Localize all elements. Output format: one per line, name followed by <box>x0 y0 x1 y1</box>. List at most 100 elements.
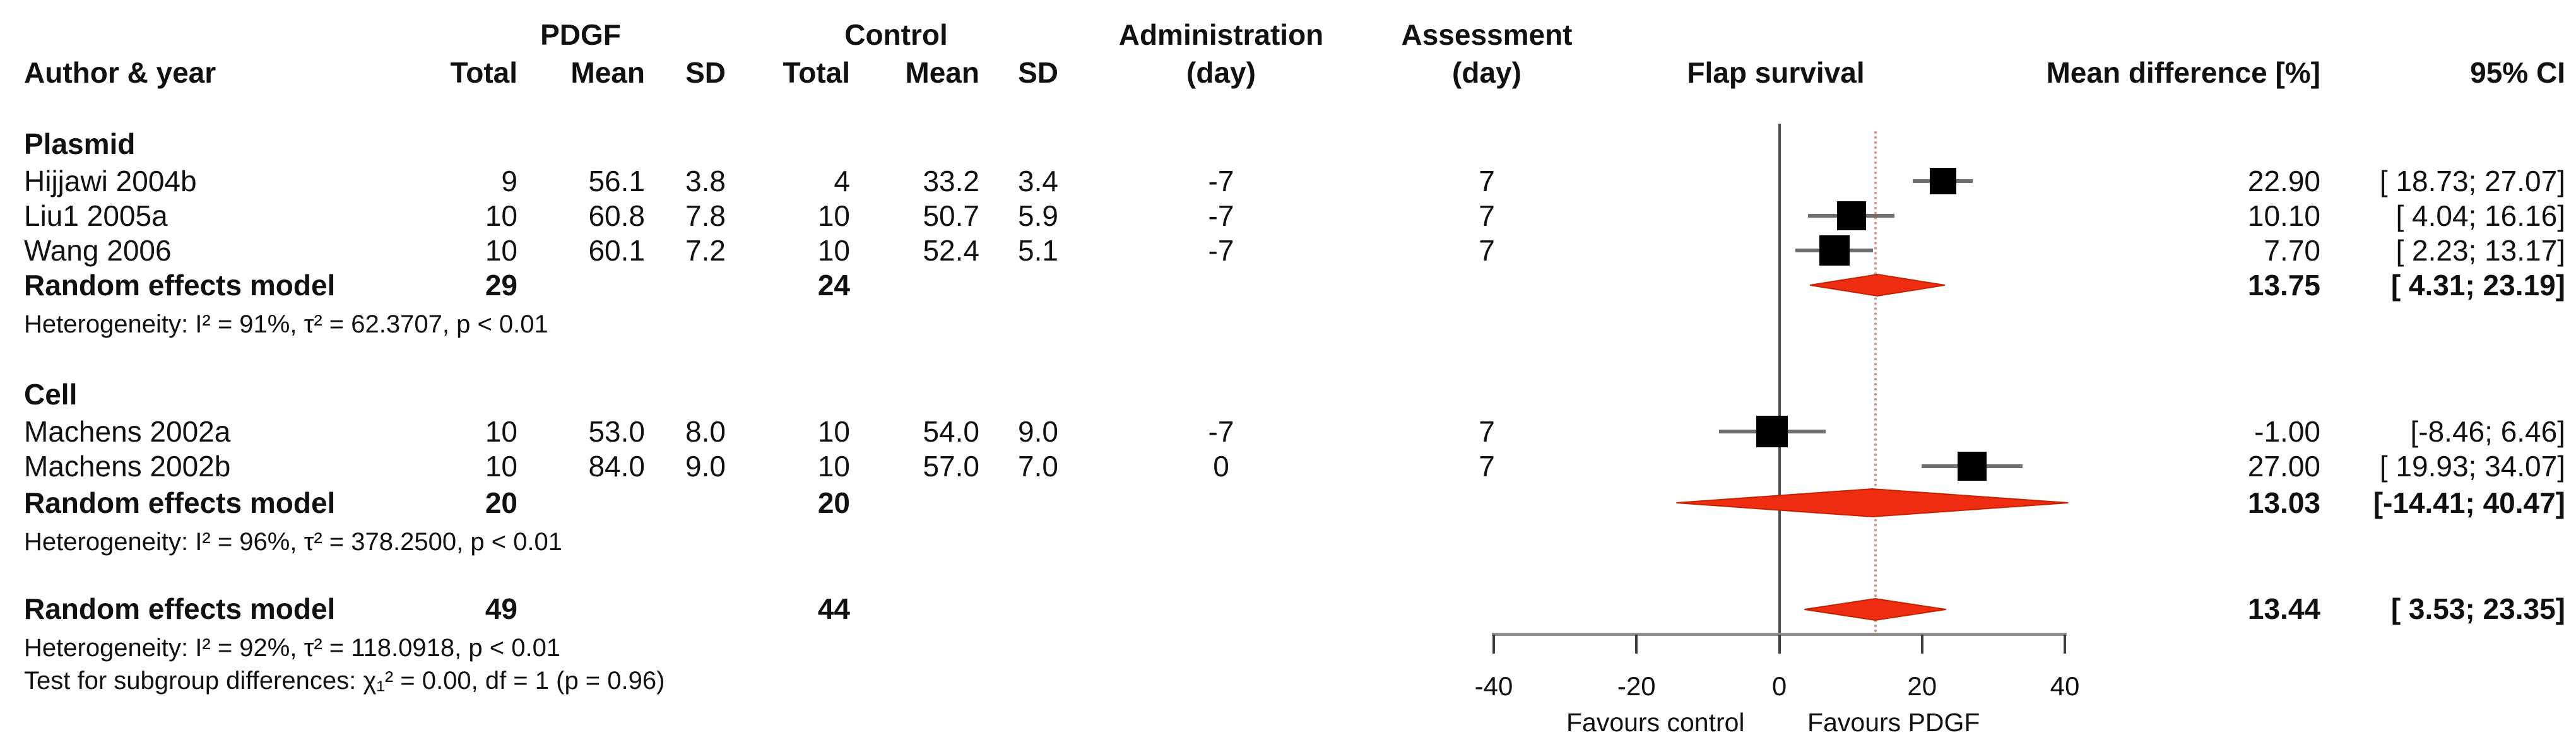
administration-day-header: (day) <box>1186 56 1256 89</box>
pdgf-sd: 7.8 <box>685 199 726 232</box>
heterogeneity-note-cell: Heterogeneity: I² = 96%, τ² = 378.2500, … <box>0 524 2576 560</box>
ci-value: [-8.46; 6.46] <box>2410 415 2566 448</box>
control-mean: 57.0 <box>923 450 979 483</box>
mean-difference-value: 13.75 <box>2247 269 2320 302</box>
heterogeneity-note-plasmid: Heterogeneity: I² = 91%, τ² = 62.3707, p… <box>0 307 2576 342</box>
control-total: 10 <box>817 234 850 267</box>
pdgf-total: 10 <box>485 234 517 267</box>
administration-day: 0 <box>1213 450 1229 483</box>
study-row: Hijjawi 2004b 9 56.1 3.8 4 33.2 3.4 -7 7… <box>0 163 2576 199</box>
mean-difference-value: 7.70 <box>2264 234 2320 267</box>
control-mean: 52.4 <box>923 234 979 267</box>
control-mean-header: Mean <box>905 56 979 89</box>
pdgf-mean: 56.1 <box>588 165 645 197</box>
assessment-day: 7 <box>1479 165 1495 197</box>
pdgf-total: 10 <box>485 450 517 483</box>
pdgf-total-header: Total <box>450 56 517 89</box>
pooled-label: Random effects model <box>24 592 336 625</box>
ci-value: [ 3.53; 23.35] <box>2390 592 2565 625</box>
subgroup-label-plasmid: Plasmid <box>24 127 136 160</box>
assessment-day: 7 <box>1479 450 1495 483</box>
mean-difference-value: 13.03 <box>2247 486 2320 519</box>
control-sd: 9.0 <box>1018 415 1058 448</box>
pdgf-sd: 8.0 <box>685 415 726 448</box>
heterogeneity-text: Heterogeneity: I² = 96%, τ² = 378.2500, … <box>24 528 563 556</box>
favours-control-label: Favours control <box>1566 708 1745 737</box>
pdgf-mean-header: Mean <box>570 56 645 89</box>
study-author: Wang 2006 <box>24 234 172 267</box>
study-author: Hijjawi 2004b <box>24 165 197 197</box>
x-axis-tick <box>1920 635 1923 654</box>
ci-value: [ 2.23; 13.17] <box>2396 234 2565 267</box>
subgroup-test-text: Test for subgroup differences: χ₁² = 0.0… <box>24 667 665 695</box>
x-axis-tick <box>2064 635 2066 654</box>
control-sd: 7.0 <box>1018 450 1058 483</box>
pdgf-mean: 60.8 <box>588 199 645 232</box>
ci-value: [ 4.04; 16.16] <box>2396 199 2565 232</box>
pdgf-total: 10 <box>485 415 517 448</box>
administration-header: Administration <box>1118 18 1324 51</box>
pooled-diamond <box>1810 273 1945 297</box>
pdgf-total: 9 <box>501 165 517 197</box>
control-total: 10 <box>817 415 850 448</box>
study-marker <box>1836 201 1866 230</box>
mean-difference-header: Mean difference [%] <box>2046 56 2320 89</box>
ci-value: [ 4.31; 23.19] <box>2390 269 2565 302</box>
study-row: Wang 2006 10 60.1 7.2 10 52.4 5.1 -7 7 7… <box>0 233 2576 268</box>
control-total: 24 <box>817 269 850 302</box>
ci-header: 95% CI <box>2470 56 2565 89</box>
control-total: 10 <box>817 450 850 483</box>
zero-reference-line <box>1778 124 1781 636</box>
author-year-header: Author & year <box>24 56 216 89</box>
pdgf-mean: 53.0 <box>588 415 645 448</box>
pdgf-sd-header: SD <box>685 56 726 89</box>
ci-value: [ 18.73; 27.07] <box>2379 165 2565 197</box>
pdgf-total: 20 <box>485 486 517 519</box>
pdgf-group-header: PDGF <box>540 18 621 51</box>
mean-difference-value: 27.00 <box>2247 450 2320 483</box>
x-axis-tick-label: 0 <box>1771 671 1787 701</box>
control-sd: 5.1 <box>1018 234 1058 267</box>
study-row: Machens 2002a 10 53.0 8.0 10 54.0 9.0 -7… <box>0 414 2576 449</box>
x-axis-tick-label: -20 <box>1617 671 1656 701</box>
study-marker <box>1957 452 1987 481</box>
pooled-label: Random effects model <box>24 486 336 519</box>
study-author: Machens 2002a <box>24 415 231 448</box>
study-marker <box>1756 416 1788 447</box>
pooled-row-plasmid: Random effects model 29 24 13.75 [ 4.31;… <box>0 267 2576 303</box>
pdgf-mean: 60.1 <box>588 234 645 267</box>
table-header-row-columns: Author & year Total Mean SD Total Mean S… <box>0 55 2576 90</box>
mean-difference-value: 22.90 <box>2247 165 2320 197</box>
group-label-row: Cell <box>0 377 2576 412</box>
favours-pdgf-label: Favours PDGF <box>1807 708 1980 737</box>
assessment-day-header: (day) <box>1452 56 1521 89</box>
group-label-row: Plasmid <box>0 126 2576 162</box>
control-total: 10 <box>817 199 850 232</box>
x-axis-tick <box>1492 635 1495 654</box>
control-total: 4 <box>834 165 850 197</box>
control-sd-header: SD <box>1018 56 1058 89</box>
ci-value: [-14.41; 40.47] <box>2373 486 2565 519</box>
control-total: 20 <box>817 486 850 519</box>
administration-day: -7 <box>1208 234 1234 267</box>
pdgf-mean: 84.0 <box>588 450 645 483</box>
study-author: Machens 2002b <box>24 450 231 483</box>
control-sd: 3.4 <box>1018 165 1058 197</box>
x-axis-tick-label: 40 <box>2050 671 2080 701</box>
pdgf-total: 10 <box>485 199 517 232</box>
pdgf-sd: 3.8 <box>685 165 726 197</box>
heterogeneity-text: Heterogeneity: I² = 91%, τ² = 62.3707, p… <box>24 310 548 338</box>
subgroup-label-cell: Cell <box>24 378 78 411</box>
x-axis-line <box>1492 633 2067 636</box>
x-axis-tick <box>1778 635 1781 654</box>
administration-day: -7 <box>1208 199 1234 232</box>
control-mean: 33.2 <box>923 165 979 197</box>
mean-difference-value: 10.10 <box>2247 199 2320 232</box>
study-marker <box>1929 168 1956 194</box>
assessment-header: Assessment <box>1401 18 1573 51</box>
study-author: Liu1 2005a <box>24 199 168 232</box>
pdgf-total: 49 <box>485 592 517 625</box>
control-total: 44 <box>817 592 850 625</box>
